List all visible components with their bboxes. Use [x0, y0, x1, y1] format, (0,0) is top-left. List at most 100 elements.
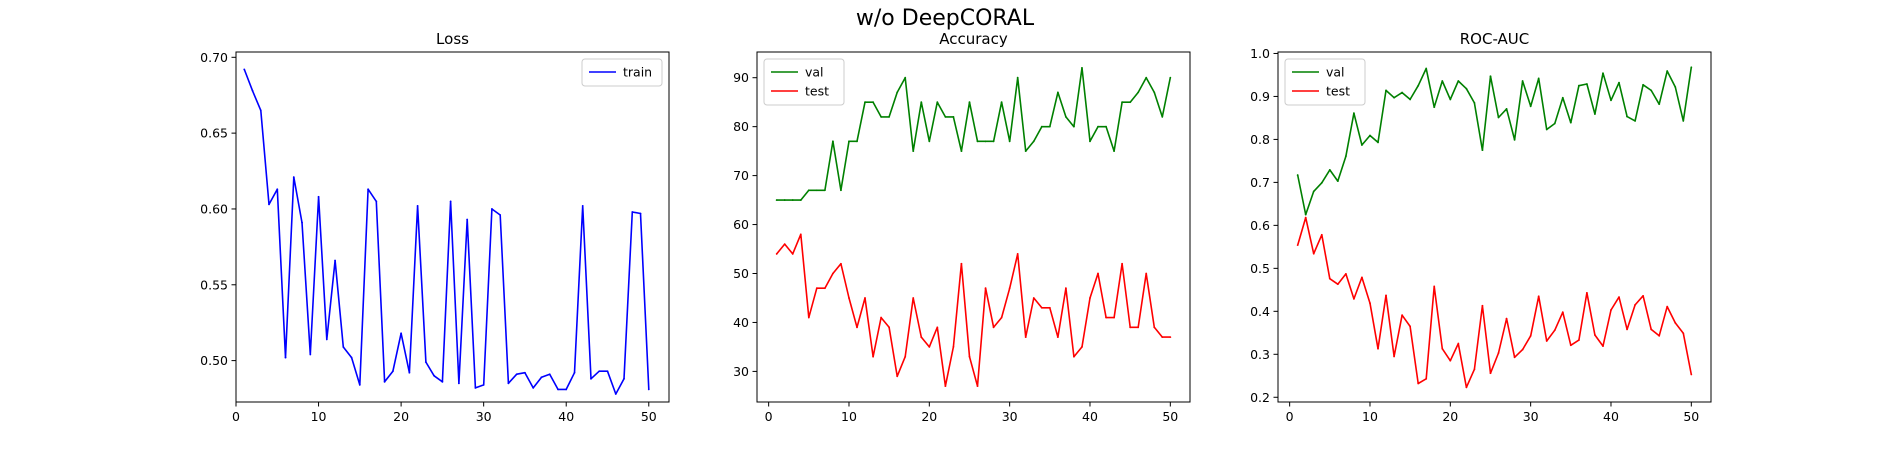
- accuracy-test-point: [815, 287, 818, 290]
- roc-auc-test-point: [1610, 309, 1612, 311]
- loss-train-line: [243, 69, 650, 395]
- loss-train-point: [457, 382, 460, 385]
- accuracy-x-tick-label: 30: [1002, 409, 1018, 424]
- accuracy-test-point: [1081, 346, 1083, 348]
- roc-auc-test-point: [1521, 348, 1524, 351]
- roc-auc-val-point: [1650, 89, 1653, 92]
- accuracy-val-point: [1161, 115, 1164, 118]
- roc-auc-y-tick-label: 0.3: [1250, 347, 1270, 362]
- loss-train-point: [548, 373, 551, 376]
- accuracy-x-tick-label: 50: [1162, 409, 1178, 424]
- loss-train-point: [284, 356, 287, 359]
- loss-train-point: [325, 338, 328, 341]
- roc-auc-y-tick-label: 0.5: [1250, 261, 1270, 276]
- accuracy-val-point: [976, 140, 979, 143]
- roc-auc-val-point: [1602, 72, 1604, 75]
- roc-auc-val-point: [1441, 80, 1444, 82]
- accuracy-val-point: [944, 115, 947, 118]
- roc-auc-test-point: [1369, 302, 1371, 305]
- roc-auc-test-point: [1481, 304, 1484, 307]
- roc-auc-title: ROC-AUC: [1460, 30, 1530, 48]
- accuracy-val-point: [1040, 125, 1043, 128]
- accuracy-test-point: [928, 346, 931, 348]
- roc-auc-x-tick-label: 40: [1603, 409, 1619, 424]
- roc-auc-test-point: [1618, 296, 1620, 299]
- roc-auc-test-point: [1602, 345, 1604, 348]
- roc-auc-val-point: [1489, 75, 1492, 78]
- roc-auc-test-point: [1328, 277, 1331, 280]
- roc-auc-test-point: [1666, 305, 1669, 308]
- roc-auc-y-tick-label: 0.7: [1250, 175, 1270, 190]
- roc-auc-test-point: [1513, 356, 1516, 359]
- roc-auc-y-tick-label: 0.4: [1250, 304, 1270, 319]
- accuracy-val-point: [992, 140, 995, 143]
- accuracy-val-point: [904, 76, 907, 79]
- loss-train-point: [391, 370, 394, 373]
- accuracy-val-point: [864, 101, 866, 104]
- loss-train-point: [317, 195, 320, 198]
- accuracy-panel: Accuracy 0 10 20 30 40 50 30 40 50 60 70 80 90 val test: [733, 30, 1191, 424]
- roc-auc-axes-frame: [1277, 51, 1712, 403]
- roc-auc-x-tick-label: 20: [1442, 409, 1458, 424]
- roc-auc-test-point: [1320, 233, 1323, 236]
- roc-auc-test-point: [1449, 359, 1452, 362]
- accuracy-val-point: [952, 115, 955, 118]
- accuracy-y-tick-label: 40: [733, 315, 749, 330]
- roc-auc-y-tick-label: 0.6: [1250, 218, 1270, 233]
- loss-train-point: [631, 211, 634, 213]
- accuracy-test-point: [936, 326, 939, 329]
- loss-train-point: [515, 373, 518, 376]
- roc-auc-test-point: [1634, 303, 1636, 306]
- loss-x-tick-label: 0: [232, 409, 240, 424]
- roc-auc-val-point: [1336, 180, 1339, 183]
- loss-y-tick-label: 0.70: [200, 50, 228, 65]
- roc-auc-val-point: [1296, 174, 1299, 176]
- accuracy-val-point: [832, 140, 834, 143]
- accuracy-val-point: [920, 101, 923, 104]
- roc-auc-val-point: [1433, 106, 1436, 109]
- accuracy-val-point: [823, 189, 826, 192]
- loss-train-point: [276, 188, 279, 191]
- roc-auc-y-tick-label: 1.0: [1250, 46, 1270, 61]
- loss-train-point: [268, 203, 270, 206]
- roc-auc-test-point: [1336, 283, 1339, 286]
- accuracy-test-point: [856, 326, 858, 329]
- roc-auc-test-point: [1401, 314, 1404, 317]
- roc-auc-val-point: [1537, 77, 1540, 80]
- roc-auc-val-point: [1328, 169, 1331, 171]
- roc-auc-test-line: [1296, 216, 1693, 389]
- roc-auc-y-tick-label: 0.2: [1250, 390, 1270, 405]
- roc-auc-test-point: [1304, 216, 1307, 219]
- roc-auc-x-tick-label: 50: [1683, 409, 1699, 424]
- loss-train-point: [491, 208, 493, 210]
- roc-auc-val-point: [1569, 121, 1572, 124]
- loss-train-point: [507, 382, 510, 385]
- accuracy-test-point: [1153, 326, 1156, 329]
- accuracy-test-point: [1024, 336, 1027, 339]
- roc-auc-val-point: [1626, 115, 1628, 118]
- accuracy-x-tick-label: 10: [841, 409, 857, 424]
- roc-auc-test-point: [1650, 328, 1653, 331]
- accuracy-test-point: [807, 316, 810, 319]
- roc-auc-test-point: [1433, 285, 1436, 288]
- roc-auc-test-point: [1473, 368, 1476, 371]
- roc-auc-test-point: [1569, 344, 1572, 347]
- accuracy-val-point: [815, 189, 818, 192]
- accuracy-val-point: [1153, 91, 1156, 94]
- loss-x-tick-label: 50: [641, 409, 657, 424]
- accuracy-test-point: [1137, 326, 1140, 329]
- roc-auc-test-point: [1674, 322, 1677, 324]
- loss-train-point: [251, 89, 254, 92]
- accuracy-y-tick-label: 90: [733, 70, 749, 85]
- roc-auc-val-point: [1505, 108, 1508, 110]
- roc-auc-test-point: [1353, 297, 1355, 300]
- accuracy-legend-label-test: test: [805, 84, 829, 99]
- roc-auc-test-point: [1489, 372, 1492, 375]
- loss-train-point: [383, 380, 386, 383]
- accuracy-val-point: [1016, 76, 1019, 79]
- accuracy-y-tick-label: 70: [733, 168, 749, 183]
- accuracy-val-point: [1121, 101, 1124, 104]
- roc-auc-test-point: [1553, 329, 1556, 332]
- accuracy-test-point: [888, 326, 891, 329]
- accuracy-test-point: [864, 297, 866, 299]
